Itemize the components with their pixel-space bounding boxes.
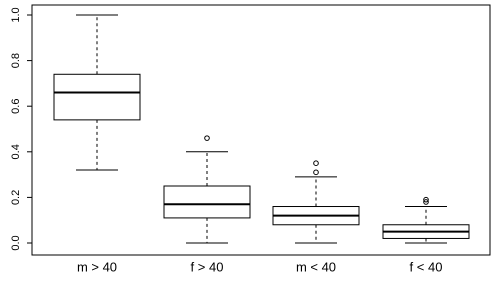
outlier <box>423 196 429 203</box>
outlier <box>204 135 210 141</box>
y-tick-label: 0.8 <box>10 53 22 68</box>
x-tick-label: f > 40 <box>191 259 224 274</box>
outlier <box>423 199 429 205</box>
y-tick-label: 0.0 <box>10 235 22 250</box>
y-tick-label: 0.6 <box>10 99 22 114</box>
y-tick-label: 1.0 <box>10 7 22 22</box>
outlier <box>313 169 319 176</box>
x-tick-label: f < 40 <box>410 259 443 274</box>
y-tick-label: 0.2 <box>10 190 22 205</box>
box <box>53 73 141 121</box>
box <box>163 185 251 219</box>
y-tick-label: 0.4 <box>10 144 22 159</box>
outlier <box>313 160 319 166</box>
x-tick-label: m > 40 <box>77 259 117 274</box>
plot-frame <box>31 4 491 256</box>
x-tick-label: m < 40 <box>296 259 336 274</box>
